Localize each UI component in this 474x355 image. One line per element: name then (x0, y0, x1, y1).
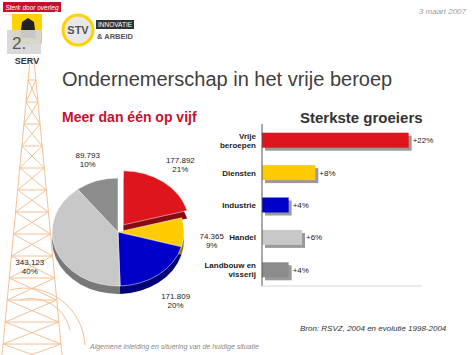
tower-rung (28, 80, 36, 81)
pie-title: Meer dan één op vijf (62, 109, 197, 125)
bar-value-label: +22% (413, 136, 434, 145)
tower-rung (16, 212, 49, 213)
tower-leg (34, 60, 62, 355)
pie (52, 171, 187, 294)
tower-brace (3, 322, 59, 344)
bar (262, 198, 289, 213)
pie-value-label: 74.365 (199, 232, 224, 241)
tower-rung (3, 344, 61, 345)
pie-value-label: 177.892 (166, 156, 195, 165)
category-label-line: beroepen (220, 141, 256, 150)
pie-slice (78, 178, 118, 232)
stv-name: STV (67, 24, 89, 36)
tower-brace (24, 124, 42, 146)
tower-brace (18, 168, 45, 190)
pie-slices (52, 171, 187, 286)
category-label: Handel (229, 233, 256, 242)
tower-leg (2, 60, 30, 355)
tower-brace (16, 190, 47, 212)
tower-brace (24, 102, 38, 124)
stv-logo (63, 15, 93, 45)
tower-brace (18, 190, 49, 212)
tower-rung (26, 102, 38, 103)
pie-share-label: 9% (206, 241, 218, 250)
tower-brace (28, 80, 38, 102)
bar-value-label: +6% (306, 233, 322, 242)
bar-value-label: +8% (319, 169, 335, 178)
tower-brace (7, 300, 59, 322)
category-label-line: visserij (228, 270, 256, 279)
source: Bron: RSVZ, 2004 en evolutie 1998-2004 (300, 324, 447, 333)
tower-rung (13, 234, 50, 235)
tower-brace (20, 146, 42, 168)
tower-rung (11, 256, 52, 257)
tower-brace (9, 256, 52, 278)
bar (262, 133, 409, 148)
tower-rung (18, 190, 47, 191)
tower-rung (20, 168, 45, 169)
bar (262, 262, 289, 277)
bar-title: Sterkste groeiers (300, 109, 423, 126)
tower-brace (1, 344, 61, 355)
pie-value-label: 343.123 (15, 258, 44, 267)
tower-rung (22, 146, 42, 147)
tower-brace (16, 212, 51, 234)
category-label-line: Vrije (239, 132, 256, 141)
tower-brace (11, 256, 54, 278)
tower-brace (26, 80, 36, 102)
stv-bottom: & ARBEID (97, 32, 134, 41)
date: 3 maart 2007 (419, 7, 467, 16)
tagline: Sterk door overleg (5, 4, 58, 12)
pie-share-label: 40% (22, 267, 38, 276)
tower-rung (9, 278, 54, 279)
pie-labels: 177.89221% 74.3659% 171.80920% 343.12340% 89… (15, 151, 224, 310)
category-label-line: Handel (229, 233, 256, 242)
category-label: Diensten (222, 169, 256, 178)
tower-wave (10, 288, 85, 345)
tower-brace (13, 234, 52, 256)
pie-value-label: 171.809 (161, 292, 190, 301)
category-label-line: Industrie (222, 201, 256, 210)
slide-number: 2. (12, 34, 26, 53)
tower-brace (20, 168, 47, 190)
slide-title: Ondernemerschap in het vrije beroep (62, 68, 392, 90)
category-axis-line (262, 124, 263, 286)
tagline-banner (3, 2, 61, 12)
serv-name: SERV (15, 56, 39, 66)
pie-slice (118, 232, 181, 286)
bar (262, 230, 302, 245)
bars (262, 133, 409, 278)
pie-share-label: 20% (168, 301, 184, 310)
category-label-line: Landbouw en (204, 261, 256, 270)
bar-value-label: +4% (293, 266, 309, 275)
tower-rung (5, 322, 59, 323)
category-label: Industrie (222, 201, 256, 210)
pie-value-label: 89.793 (75, 151, 100, 160)
pie-share-label: 21% (172, 165, 188, 174)
tower-wave (20, 298, 70, 330)
slide: Sterk door overleg 2. SERV STV INNOVATIE & AR… (0, 0, 474, 355)
stv-top: INNOVATIE (98, 21, 133, 28)
tower-rung (7, 300, 57, 301)
stv-banner (96, 20, 134, 29)
bar (262, 165, 315, 180)
footer-note: Algemene inleiding en situering van de h… (89, 343, 259, 351)
tower-brace (11, 234, 50, 256)
slide-number-box (7, 30, 41, 54)
bar-value-label: +4% (293, 201, 309, 210)
pie-slice (123, 171, 187, 225)
tower-brace (26, 102, 40, 124)
tower-brace (3, 344, 63, 355)
category-label: Landbouw envisserij (204, 261, 256, 279)
tower-brace (22, 146, 44, 168)
tower-brace (22, 124, 40, 146)
tower-brace (5, 322, 61, 344)
category-label: Vrijeberoepen (220, 132, 257, 150)
category-label-line: Diensten (222, 169, 256, 178)
tower-brace (13, 212, 48, 234)
bar-labels: +22% Vrijeberoepen +8% Diensten +4% Industrie… (204, 132, 433, 280)
tower-rung (24, 124, 40, 125)
pie-share-label: 10% (80, 160, 96, 169)
value-axis-line (262, 286, 422, 287)
